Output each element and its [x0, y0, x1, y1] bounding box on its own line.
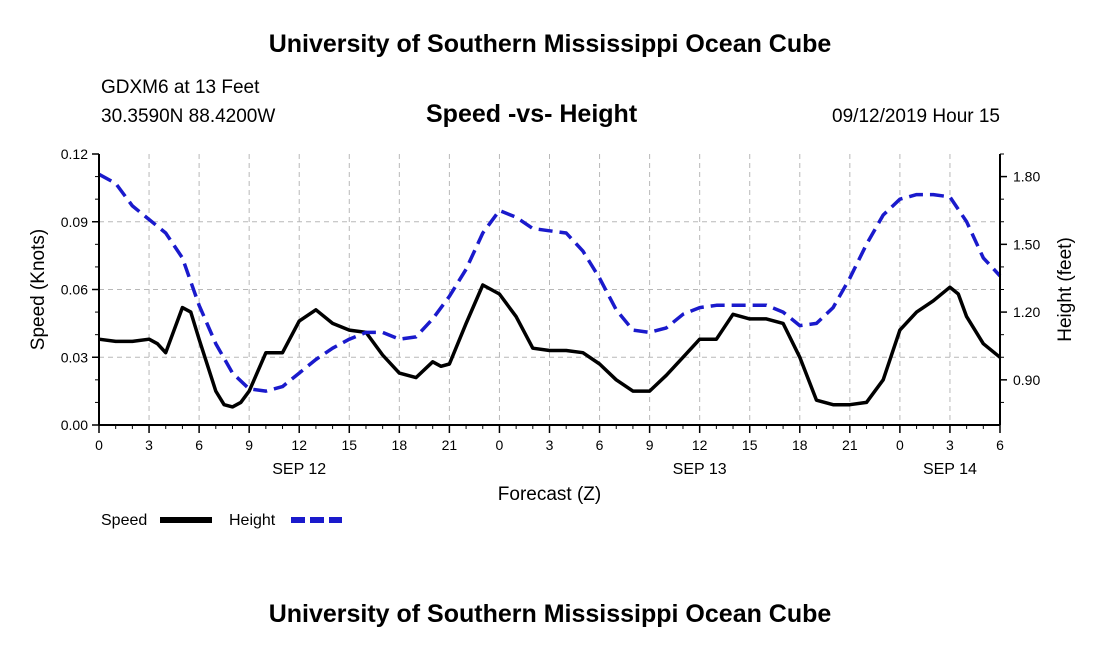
grid [99, 154, 1000, 425]
legend: Speed Height [101, 512, 342, 529]
axis-labels: 0 3 6 9 12 15 18 21 0 3 6 9 12 15 18 21 0 3 6 SEP 12 SEP 13 S… [28, 146, 1076, 505]
station-coords: 30.3590N 88.4200W [101, 106, 276, 127]
y-tick-label-right: 0.90 [1013, 372, 1040, 388]
legend-label-height: Height [229, 512, 276, 529]
speed-series-line [98, 283, 1002, 409]
x-tick-label: 12 [692, 437, 708, 453]
x-date-label: SEP 13 [673, 461, 727, 478]
x-tick-label: 0 [896, 437, 904, 453]
x-tick-label: 21 [442, 437, 458, 453]
x-tick-label: 3 [145, 437, 153, 453]
y-tick-label-right: 1.50 [1013, 236, 1040, 252]
x-tick-label: 12 [291, 437, 307, 453]
x-tick-label: 0 [496, 437, 504, 453]
x-tick-label: 9 [646, 437, 654, 453]
x-axis-title: Forecast (Z) [498, 484, 601, 505]
y-tick-label-left: 0.09 [61, 214, 88, 230]
x-date-label: SEP 14 [923, 461, 977, 478]
x-date-label: SEP 12 [272, 461, 326, 478]
axes [92, 153, 1007, 433]
y-tick-label-right: 1.80 [1013, 169, 1040, 185]
x-tick-label: 3 [546, 437, 554, 453]
x-tick-label: 9 [245, 437, 253, 453]
x-tick-label: 6 [596, 437, 604, 453]
y-tick-label-right: 1.20 [1013, 304, 1040, 320]
series-layer [98, 172, 1002, 409]
footer-title: University of Southern Mississippi Ocean… [268, 600, 832, 628]
y-axis-title-left: Speed (Knots) [28, 229, 49, 350]
x-tick-label: 0 [95, 437, 103, 453]
page-title: University of Southern Mississippi Ocean… [268, 30, 832, 58]
x-tick-label: 15 [341, 437, 357, 453]
y-tick-label-left: 0.00 [61, 417, 88, 433]
x-tick-label: 21 [842, 437, 858, 453]
x-tick-label: 6 [996, 437, 1004, 453]
height-series-line [98, 172, 1002, 393]
y-tick-label-left: 0.06 [61, 282, 88, 298]
y-tick-label-left: 0.03 [61, 349, 88, 365]
x-tick-label: 3 [946, 437, 954, 453]
forecast-datetime: 09/12/2019 Hour 15 [832, 106, 1000, 127]
legend-label-speed: Speed [101, 512, 147, 529]
x-tick-label: 15 [742, 437, 758, 453]
chart-subtitle: Speed -vs- Height [426, 100, 638, 128]
station-label: GDXM6 at 13 Feet [101, 77, 260, 98]
x-tick-label: 6 [195, 437, 203, 453]
y-tick-label-left: 0.12 [61, 146, 88, 162]
y-axis-title-right: Height (feet) [1055, 237, 1076, 342]
x-tick-label: 18 [792, 437, 808, 453]
x-tick-label: 18 [392, 437, 408, 453]
